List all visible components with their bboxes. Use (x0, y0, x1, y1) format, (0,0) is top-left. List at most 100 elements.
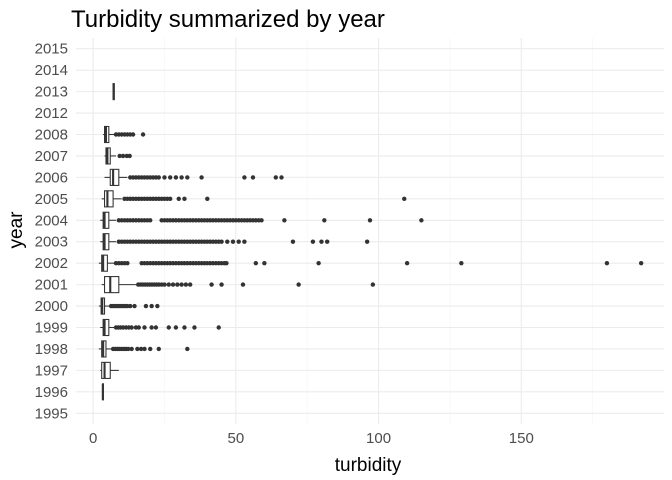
box-2013 (112, 83, 115, 101)
outlier-point (187, 282, 193, 287)
outlier-point (322, 218, 327, 223)
outlier-point (273, 175, 279, 180)
outlier-point (250, 175, 256, 180)
iqr-box (101, 254, 108, 272)
outlier-point (262, 260, 267, 266)
outlier-point (253, 260, 259, 266)
outlier-point (192, 325, 197, 330)
outlier-point (182, 325, 187, 330)
y-tick-label: 2014 (35, 62, 68, 79)
outlier-point (370, 282, 376, 287)
x-tick-label: 50 (228, 430, 245, 447)
y-tick-label: 2006 (35, 169, 68, 186)
outlier-point (316, 260, 321, 266)
outlier-point (230, 239, 236, 244)
box-1997 (100, 361, 119, 379)
box-2003 (100, 233, 370, 251)
outlier-point (183, 282, 189, 287)
outlier-point (604, 260, 610, 266)
outlier-point (143, 303, 149, 309)
box-1999 (100, 318, 221, 337)
x-tick-label: 0 (89, 430, 97, 447)
outlier-point (142, 346, 147, 352)
y-tick-label: 2002 (35, 255, 68, 272)
outlier-point (173, 175, 179, 180)
iqr-box (104, 190, 114, 208)
outlier-point (167, 196, 173, 202)
outlier-point (324, 239, 330, 244)
iqr-box (104, 276, 120, 294)
x-tick-label: 150 (509, 430, 534, 447)
outlier-point (310, 239, 316, 244)
outlier-point (199, 175, 204, 180)
outlier-point (175, 282, 180, 287)
outlier-point (127, 153, 132, 159)
outlier-point (185, 175, 190, 180)
outlier-point (166, 325, 171, 330)
box-2006 (104, 168, 284, 186)
outlier-point (170, 282, 176, 287)
outlier-point (419, 218, 424, 223)
outlier-point (167, 175, 173, 180)
outlier-point (135, 346, 140, 352)
box-2005 (101, 190, 407, 208)
iqr-box (102, 211, 110, 229)
y-tick-label: 2003 (35, 234, 68, 251)
box-1996 (101, 383, 104, 401)
outlier-point (259, 218, 264, 223)
y-tick-label: 2013 (35, 84, 68, 101)
outlier-point (162, 282, 167, 287)
outlier-point (176, 196, 181, 202)
outlier-point (162, 175, 167, 180)
outlier-point (156, 346, 161, 352)
iqr-box (101, 361, 111, 379)
outlier-point (290, 239, 296, 244)
outlier-point (279, 175, 284, 180)
y-tick-label: 1996 (35, 384, 68, 401)
y-axis-title: year (6, 211, 27, 249)
y-tick-label: 2001 (35, 277, 68, 294)
outlier-point (216, 325, 221, 330)
outlier-point (117, 153, 122, 159)
chart-title: Turbidity summarized by year (71, 6, 385, 33)
outlier-point (185, 346, 190, 352)
outlier-point (132, 303, 137, 309)
x-axis-ticks: 0 50 100 150 (89, 430, 534, 447)
box-2002 (98, 254, 644, 272)
outlier-point (149, 303, 154, 309)
box-2008 (103, 125, 146, 144)
iqr-box (109, 168, 120, 186)
outlier-point (459, 260, 464, 266)
box-2000 (98, 297, 160, 315)
outlier-point (153, 325, 159, 330)
outlier-point (367, 218, 373, 223)
outlier-point (140, 132, 146, 137)
outlier-point (296, 282, 301, 287)
outlier-point (155, 303, 160, 309)
outlier-point (130, 132, 136, 137)
outlier-point (156, 175, 161, 180)
outlier-point (282, 218, 287, 223)
outlier-point (148, 346, 153, 352)
iqr-box (102, 233, 110, 251)
outlier-point (149, 325, 154, 330)
y-tick-label: 2008 (35, 127, 68, 144)
x-axis-title: turbidity (335, 455, 402, 476)
outlier-point (242, 175, 247, 180)
y-tick-label: 1997 (35, 362, 68, 379)
y-tick-label: 2007 (35, 148, 68, 165)
box-2001 (101, 276, 376, 294)
outlier-point (179, 175, 184, 180)
outlier-point (128, 303, 133, 309)
box-1998 (98, 340, 190, 358)
outlier-point (120, 153, 126, 159)
box-2007 (104, 147, 132, 165)
outlier-point (173, 325, 179, 330)
y-tick-label: 2005 (35, 191, 68, 208)
outlier-point (148, 218, 153, 223)
y-tick-label: 1999 (35, 320, 68, 337)
outlier-point (364, 239, 370, 244)
outlier-point (129, 346, 134, 352)
boxplot-series (98, 83, 644, 401)
outlier-point (638, 260, 644, 266)
